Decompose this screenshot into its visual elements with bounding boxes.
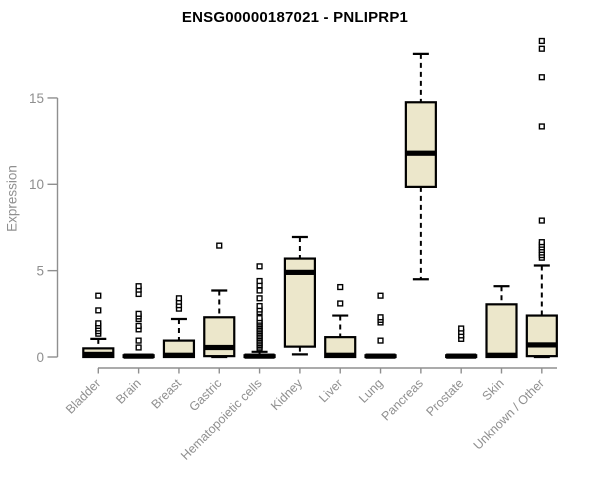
x-tick-label-hematopoietic-cells: Hematopoietic cells bbox=[178, 376, 265, 463]
outlier-point bbox=[256, 277, 263, 285]
boxplot-skin bbox=[485, 285, 518, 359]
boxplot-brain bbox=[122, 283, 155, 359]
outlier-point bbox=[538, 45, 545, 52]
box-rect bbox=[525, 314, 558, 358]
boxplot-gastric bbox=[203, 242, 236, 359]
boxplot-kidney bbox=[283, 235, 316, 356]
median-line bbox=[123, 353, 154, 359]
outlier-point bbox=[377, 292, 384, 299]
outlier-point bbox=[95, 292, 102, 299]
y-tick-label: 15 bbox=[29, 91, 44, 106]
x-tick-label-pancreas: Pancreas bbox=[379, 376, 426, 423]
boxplot-hematopoietic-cells bbox=[243, 263, 276, 359]
x-tick-label-gastric: Gastric bbox=[186, 376, 224, 414]
outlier-point bbox=[95, 320, 102, 327]
median-line bbox=[446, 353, 477, 359]
outlier-point bbox=[256, 302, 263, 310]
outlier-point bbox=[337, 283, 344, 291]
median-line bbox=[83, 351, 114, 358]
outlier-point bbox=[256, 295, 263, 302]
median-line bbox=[284, 269, 315, 275]
boxplot-liver bbox=[324, 283, 357, 359]
median-line bbox=[163, 352, 194, 358]
outlier-point bbox=[458, 325, 465, 332]
outlier-point bbox=[538, 37, 545, 45]
outlier-point bbox=[256, 287, 263, 294]
box-rect bbox=[485, 303, 518, 359]
y-tick-label: 0 bbox=[36, 350, 44, 365]
y-tick-label: 5 bbox=[36, 263, 44, 278]
median-line bbox=[204, 344, 235, 351]
box-rect bbox=[203, 316, 236, 358]
median-line bbox=[365, 353, 396, 359]
x-tick-label-kidney: Kidney bbox=[268, 376, 305, 413]
x-tick-label-skin: Skin bbox=[480, 376, 507, 403]
outlier-point bbox=[95, 307, 102, 314]
outlier-point bbox=[377, 314, 384, 321]
x-tick-label-liver: Liver bbox=[316, 376, 345, 405]
outlier-point bbox=[538, 123, 545, 130]
x-tick-label-unknown-other: Unknown / Other bbox=[471, 376, 547, 452]
median-line bbox=[244, 353, 275, 359]
median-line bbox=[526, 342, 557, 348]
x-tick-label-lung: Lung bbox=[356, 376, 386, 406]
box-rect bbox=[404, 101, 437, 188]
outlier-point bbox=[135, 337, 142, 344]
outlier-point bbox=[135, 310, 142, 317]
outlier-point bbox=[256, 263, 263, 270]
outlier-point bbox=[135, 344, 142, 351]
median-line bbox=[405, 150, 436, 156]
boxplot-unknown-other bbox=[525, 37, 558, 359]
boxplot-bladder bbox=[82, 292, 115, 359]
outlier-point bbox=[135, 283, 142, 290]
median-line bbox=[486, 352, 517, 358]
boxplot-breast bbox=[162, 295, 196, 359]
x-tick-label-brain: Brain bbox=[113, 376, 144, 407]
y-tick-label: 10 bbox=[29, 177, 44, 192]
chart-title: ENSG00000187021 - PNLIPRP1 bbox=[181, 9, 409, 26]
outlier-point bbox=[216, 242, 223, 249]
x-tick-label-bladder: Bladder bbox=[63, 376, 103, 416]
outlier-point bbox=[337, 300, 344, 307]
x-tick-label-breast: Breast bbox=[149, 376, 185, 412]
outlier-point bbox=[256, 315, 263, 322]
x-tick-label-prostate: Prostate bbox=[423, 376, 466, 419]
outlier-point bbox=[538, 217, 545, 224]
boxplot-prostate bbox=[445, 325, 478, 359]
outlier-point bbox=[538, 74, 545, 81]
outlier-point bbox=[175, 295, 183, 302]
outlier-point bbox=[135, 322, 142, 330]
boxplot-lung bbox=[364, 292, 397, 359]
outlier-point bbox=[538, 239, 545, 246]
median-line bbox=[325, 352, 356, 358]
boxplot-pancreas bbox=[404, 52, 437, 281]
outlier-point bbox=[377, 337, 384, 344]
